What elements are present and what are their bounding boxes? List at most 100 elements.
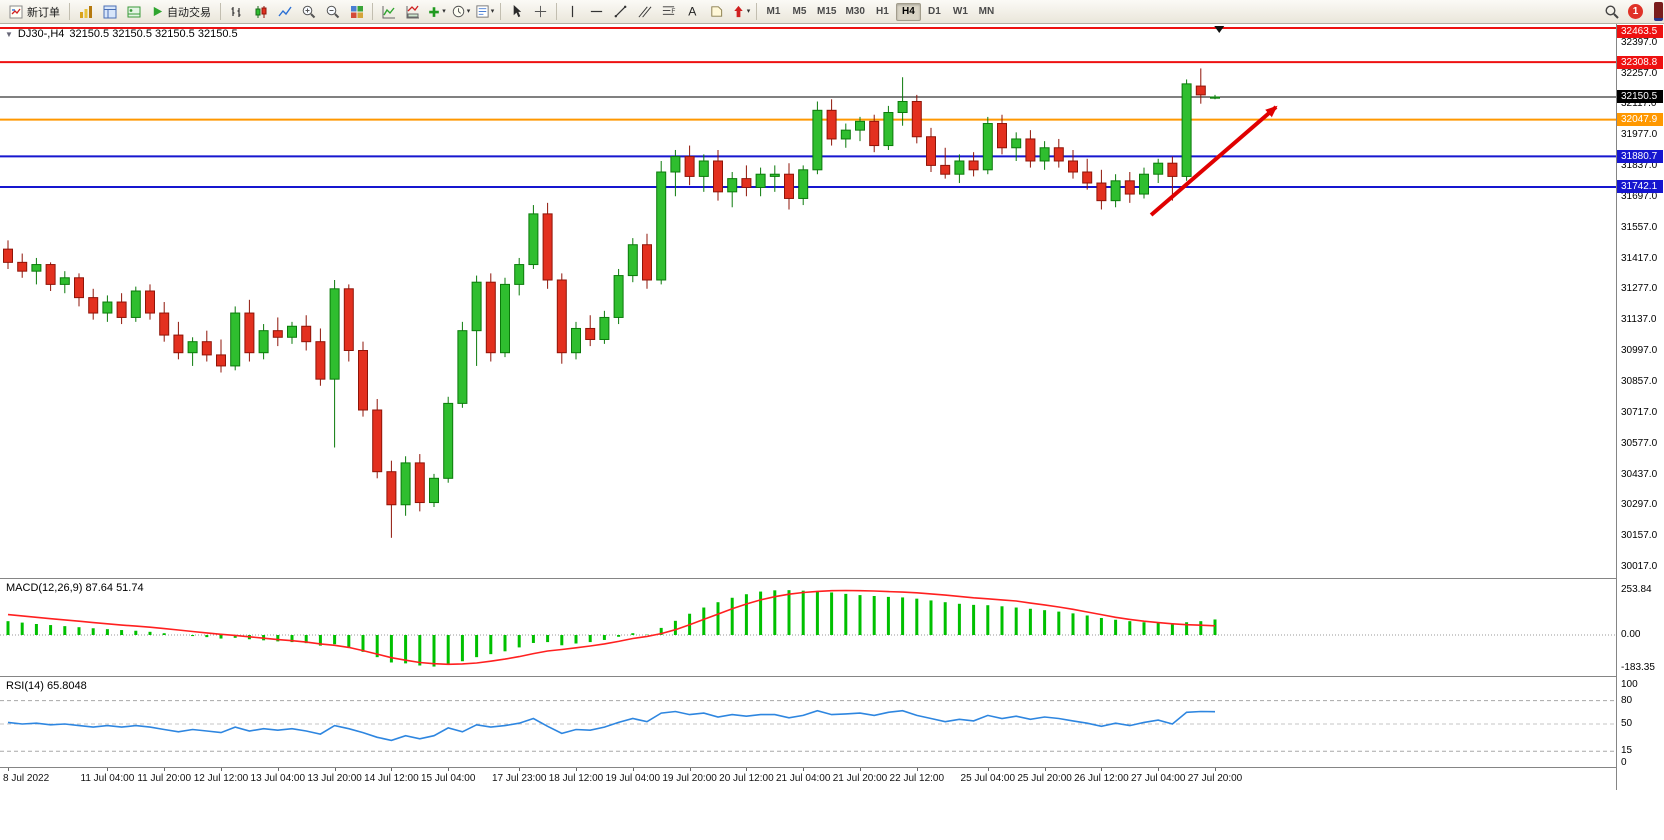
tf-button-h1[interactable]: H1 <box>876 6 889 17</box>
candle-body <box>116 301 127 318</box>
candle-body <box>429 477 439 504</box>
candle-body <box>216 354 226 367</box>
tf-button-h4[interactable]: H4 <box>895 2 921 21</box>
tf-button-m15[interactable]: M15 <box>817 6 837 17</box>
label-tag-icon <box>711 6 723 17</box>
indicator-windows-icon <box>406 5 419 18</box>
candle-body <box>45 264 56 285</box>
panel-splitter[interactable] <box>0 578 1664 579</box>
bar-chart-mode-button[interactable] <box>225 2 248 22</box>
vertical-line-tool-button[interactable] <box>561 2 584 22</box>
time-axis-label: 13 Jul 20:00 <box>307 773 362 784</box>
macd-panel[interactable] <box>0 579 1616 676</box>
channel-tool-button[interactable] <box>633 2 656 22</box>
svg-text:A: A <box>688 5 697 19</box>
trendline-icon <box>614 5 627 18</box>
candle-body <box>59 277 70 285</box>
candle-body <box>287 325 297 338</box>
candle-body <box>1124 180 1135 195</box>
zoom-in-icon <box>302 5 315 18</box>
tile-windows-button[interactable] <box>345 2 368 22</box>
candle-body <box>1110 180 1121 202</box>
candle-body <box>599 316 610 340</box>
chart-plot-area[interactable] <box>0 24 1616 578</box>
candle-body <box>244 312 255 354</box>
cursor-tool-button[interactable] <box>505 2 528 22</box>
tf-button-m30[interactable]: M30 <box>845 6 865 17</box>
chart-menu-icon[interactable]: ▼ <box>5 29 13 39</box>
candle-body <box>258 330 269 354</box>
terminal-button[interactable] <box>122 2 145 22</box>
autotrading-button[interactable]: 自动交易 <box>146 2 216 22</box>
tf-button-m1[interactable]: M1 <box>766 6 781 17</box>
text-tool-icon: A <box>688 5 697 19</box>
candle-body <box>1053 147 1064 162</box>
candle-body <box>713 160 723 193</box>
rsi-value: 65.8048 <box>46 680 87 692</box>
candle-body <box>784 173 794 199</box>
line-chart-mode-button[interactable] <box>273 2 296 22</box>
candle-body <box>855 120 865 131</box>
toolbar-separator <box>372 3 373 20</box>
horizontal-line-tool-button[interactable] <box>585 2 608 22</box>
templates-button[interactable]: ▾ <box>473 2 496 22</box>
candle-body <box>3 248 13 263</box>
candle-body <box>528 213 539 266</box>
candle-body <box>457 330 468 404</box>
candle-body <box>471 281 482 332</box>
new-order-button[interactable]: 新订单 <box>3 2 65 22</box>
candle-body <box>627 244 638 277</box>
candle-body <box>1082 171 1093 184</box>
candle-body <box>571 327 581 354</box>
time-axis-tick <box>860 768 861 771</box>
rsi-panel[interactable] <box>0 677 1616 767</box>
vertical-line-icon <box>571 5 574 18</box>
dropdown-caret-icon: ▾ <box>466 8 471 15</box>
tf-button-m5[interactable]: M5 <box>792 6 807 17</box>
candle-body <box>386 471 397 506</box>
candle-body <box>301 325 312 343</box>
crosshair-tool-button[interactable] <box>529 2 552 22</box>
candle-body <box>1039 147 1050 162</box>
candle-body <box>585 327 596 340</box>
periods-button[interactable]: ▾ <box>449 2 472 22</box>
toolbar-separator <box>500 3 501 20</box>
candle-body <box>997 123 1007 149</box>
dropdown-caret-icon: ▾ <box>490 8 495 15</box>
rsi-label: RSI(14) 65.8048 <box>6 680 87 692</box>
candle-body <box>840 129 851 140</box>
crosshair-icon <box>534 5 547 18</box>
candle-body <box>1011 138 1022 149</box>
text-tool-button[interactable]: A <box>681 2 704 22</box>
toolbar-separator <box>220 3 221 20</box>
trendline-tool-button[interactable] <box>609 2 632 22</box>
zoom-in-button[interactable] <box>297 2 320 22</box>
notification-badge[interactable]: 1 <box>1628 4 1643 19</box>
label-tool-button[interactable] <box>705 2 728 22</box>
add-indicator-button[interactable]: ▾ <box>425 2 448 22</box>
zoom-out-icon <box>326 5 339 18</box>
macd-values: 87.64 51.74 <box>85 582 144 594</box>
dropdown-caret-icon: ▾ <box>746 8 751 15</box>
chart-symbol-period: DJ30-,H4 <box>17 28 65 40</box>
price-axis[interactable] <box>1617 24 1664 790</box>
fibonacci-tool-button[interactable]: F <box>657 2 680 22</box>
tf-button-d1[interactable]: D1 <box>928 6 941 17</box>
zoom-out-button[interactable] <box>321 2 344 22</box>
brand-strip <box>1654 2 1663 21</box>
trend-arrow-annotation[interactable] <box>1149 105 1278 217</box>
candle-body <box>315 341 326 380</box>
search-icon[interactable] <box>1604 4 1620 20</box>
candle-body <box>1195 85 1206 96</box>
tf-button-w1[interactable]: W1 <box>952 6 968 17</box>
arrows-tool-button[interactable]: ▾ <box>729 2 752 22</box>
time-axis[interactable]: 8 Jul 2022 11 Jul 04:00 11 Jul 20:00 12 Jul… <box>0 768 1616 792</box>
market-watch-button[interactable] <box>74 2 97 22</box>
navigator-button[interactable] <box>98 2 121 22</box>
indicator-windows-button[interactable] <box>401 2 424 22</box>
candlestick-mode-button[interactable] <box>249 2 272 22</box>
candle-body <box>272 330 283 338</box>
tf-button-mn[interactable]: MN <box>978 6 995 17</box>
panel-splitter[interactable] <box>0 676 1664 677</box>
indicators-button[interactable] <box>377 2 400 22</box>
